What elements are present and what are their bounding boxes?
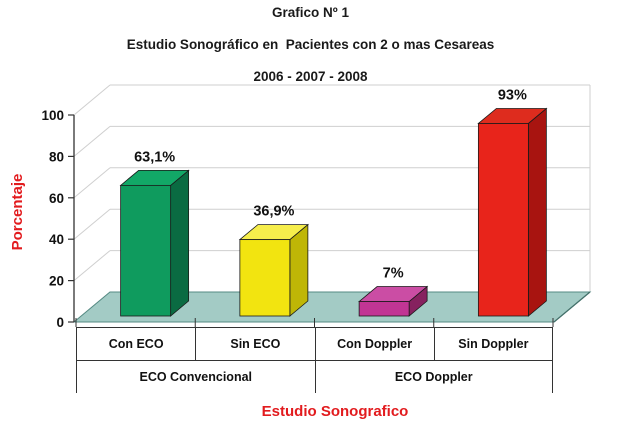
category-cell-con-doppler: Con Doppler <box>314 328 434 360</box>
category-cell-sin-doppler: Sin Doppler <box>433 328 553 360</box>
chart-title-line1: Grafico Nº 1 <box>272 5 349 20</box>
bar-side-sin-eco <box>289 223 309 317</box>
value-label-con-eco: 63,1% <box>134 149 175 165</box>
chart-title: Grafico Nº 1 Estudio Sonográfico en Paci… <box>0 5 621 85</box>
gridline-diagonal <box>73 84 111 116</box>
group-cell-eco-doppler: ECO Doppler <box>314 361 553 393</box>
gridline-diagonal <box>73 167 111 199</box>
y-tick-label: 0 <box>56 315 64 330</box>
y-tick-label: 100 <box>41 108 64 123</box>
category-axis-table: Con ECO Sin ECO Con Doppler Sin Doppler … <box>76 327 553 393</box>
y-tick-label: 80 <box>49 149 64 164</box>
gridline-diagonal <box>73 126 111 157</box>
gridline-diagonal <box>73 208 111 240</box>
category-row: Con ECO Sin ECO Con Doppler Sin Doppler <box>76 327 553 360</box>
bar-con-eco <box>120 184 172 317</box>
chart-title-line3: 2006 - 2007 - 2008 <box>253 69 368 84</box>
bar-con-doppler <box>358 301 410 317</box>
bar-sin-doppler <box>477 123 529 317</box>
category-cell-sin-eco: Sin ECO <box>195 328 314 360</box>
category-cell-con-eco: Con ECO <box>76 328 195 360</box>
y-tick-label: 40 <box>49 232 64 247</box>
x-axis-label: Estudio Sonografico <box>261 403 409 420</box>
bar-side-sin-doppler <box>527 107 547 317</box>
floor-right-edge <box>553 291 591 323</box>
y-tick-label: 20 <box>49 274 64 289</box>
value-label-sin-doppler: 93% <box>498 87 527 103</box>
group-cell-eco-convencional: ECO Convencional <box>76 361 315 393</box>
value-label-con-doppler: 7% <box>383 266 404 282</box>
value-label-sin-eco: 36,9% <box>253 204 294 220</box>
bar-sin-eco <box>239 239 291 317</box>
chart-title-line2: Estudio Sonográfico en Pacientes con 2 o… <box>126 37 495 52</box>
group-row: ECO Convencional ECO Doppler <box>76 360 553 393</box>
bar-side-con-eco <box>170 169 190 317</box>
gridline-diagonal <box>73 250 111 281</box>
y-tick-label: 60 <box>49 191 64 206</box>
